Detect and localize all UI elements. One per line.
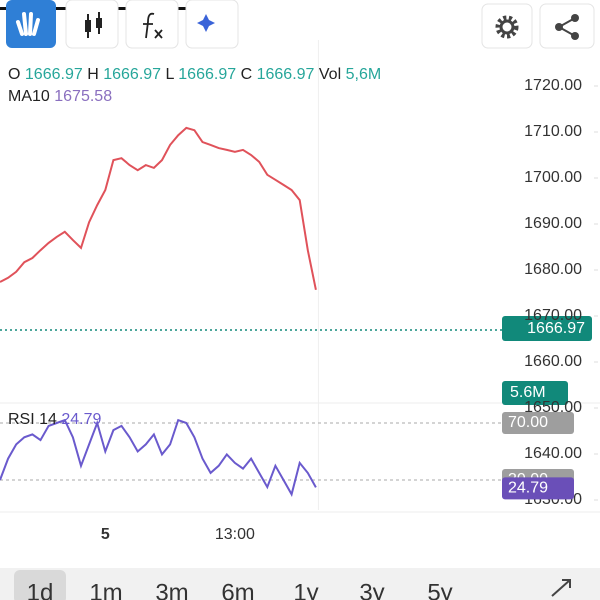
rsi-legend: RSI 14 24.79	[8, 411, 102, 428]
legend-key: L	[166, 66, 175, 83]
volume-badge	[502, 381, 568, 405]
legend-key: C	[241, 66, 253, 83]
timeframe-button[interactable]: 5y	[427, 579, 452, 600]
legend-value: 1666.97	[103, 66, 161, 83]
y-tick-label: 1720.00	[524, 77, 582, 94]
timeframe-button[interactable]: 1y	[293, 579, 318, 600]
fx-icon	[143, 12, 163, 39]
ma-legend: MA10 1675.58	[8, 88, 112, 105]
sparkle-icon	[197, 14, 215, 32]
share-button[interactable]	[539, 3, 595, 49]
legend-key: H	[87, 66, 99, 83]
y-tick-label: 1690.00	[524, 215, 582, 232]
rsi-level-badge	[502, 412, 574, 434]
legend-key: O	[8, 66, 20, 83]
selected-timeframe	[14, 570, 66, 600]
timeframe-bar	[0, 568, 600, 600]
panel-separator	[317, 40, 319, 510]
legend-value: 1666.97	[178, 66, 236, 83]
hand-icon	[16, 12, 40, 36]
legend-value: 1675.58	[54, 88, 112, 105]
candle-icon-body	[85, 20, 91, 32]
plot-layer	[0, 40, 600, 513]
x-tick-label: 5	[101, 526, 110, 543]
rsi-level-label: 70.00	[508, 414, 548, 431]
candle-button[interactable]	[65, 0, 119, 49]
legend-key: Vol	[319, 66, 341, 83]
volume-badge-text: 5.6M	[510, 384, 546, 401]
timeframe-button[interactable]: 6m	[221, 579, 254, 600]
data-line	[0, 126, 317, 291]
legend-value: 1666.97	[25, 66, 83, 83]
y-tick-label: 1660.00	[524, 353, 582, 370]
timeframe-button[interactable]: 3y	[359, 579, 384, 600]
gear-icon	[495, 15, 519, 39]
x-tick-label: 13:00	[215, 526, 255, 543]
ohlc-legend: O 1666.97 H 1666.97 L 1666.97 C 1666.97 …	[8, 66, 381, 83]
share-icon	[555, 23, 563, 31]
data-line	[0, 418, 317, 497]
rsi-label: RSI 14	[8, 411, 57, 428]
y-tick-label: 1640.00	[524, 445, 582, 462]
y-tick-label: 1710.00	[524, 123, 582, 140]
gear-icon	[499, 19, 515, 35]
price-badge-text: 1666.97	[527, 320, 585, 337]
y-tick-label: 1650.00	[524, 399, 582, 416]
price-badge	[502, 316, 592, 341]
share-icon	[571, 14, 579, 22]
legend-value: 5,6M	[346, 66, 382, 83]
timeframe-button[interactable]: 1m	[89, 579, 122, 600]
settings-button[interactable]	[481, 3, 533, 49]
y-tick-label: 1670.00	[524, 307, 582, 324]
rsi-legend-value: 24.79	[61, 411, 101, 428]
rsi-value-badge	[502, 477, 574, 500]
legend-key: MA10	[8, 88, 50, 105]
expand-icon[interactable]	[551, 579, 571, 597]
y-tick-label: 1700.00	[524, 169, 582, 186]
candle-icon-body	[96, 18, 102, 28]
timeframe-button[interactable]: 1d	[27, 579, 54, 600]
legend-value: 1666.97	[257, 66, 315, 83]
rsi-value-label: 24.79	[508, 480, 548, 497]
share-icon	[571, 32, 579, 40]
y-tick-label: 1680.00	[524, 261, 582, 278]
timeframe-button[interactable]: 3m	[155, 579, 188, 600]
